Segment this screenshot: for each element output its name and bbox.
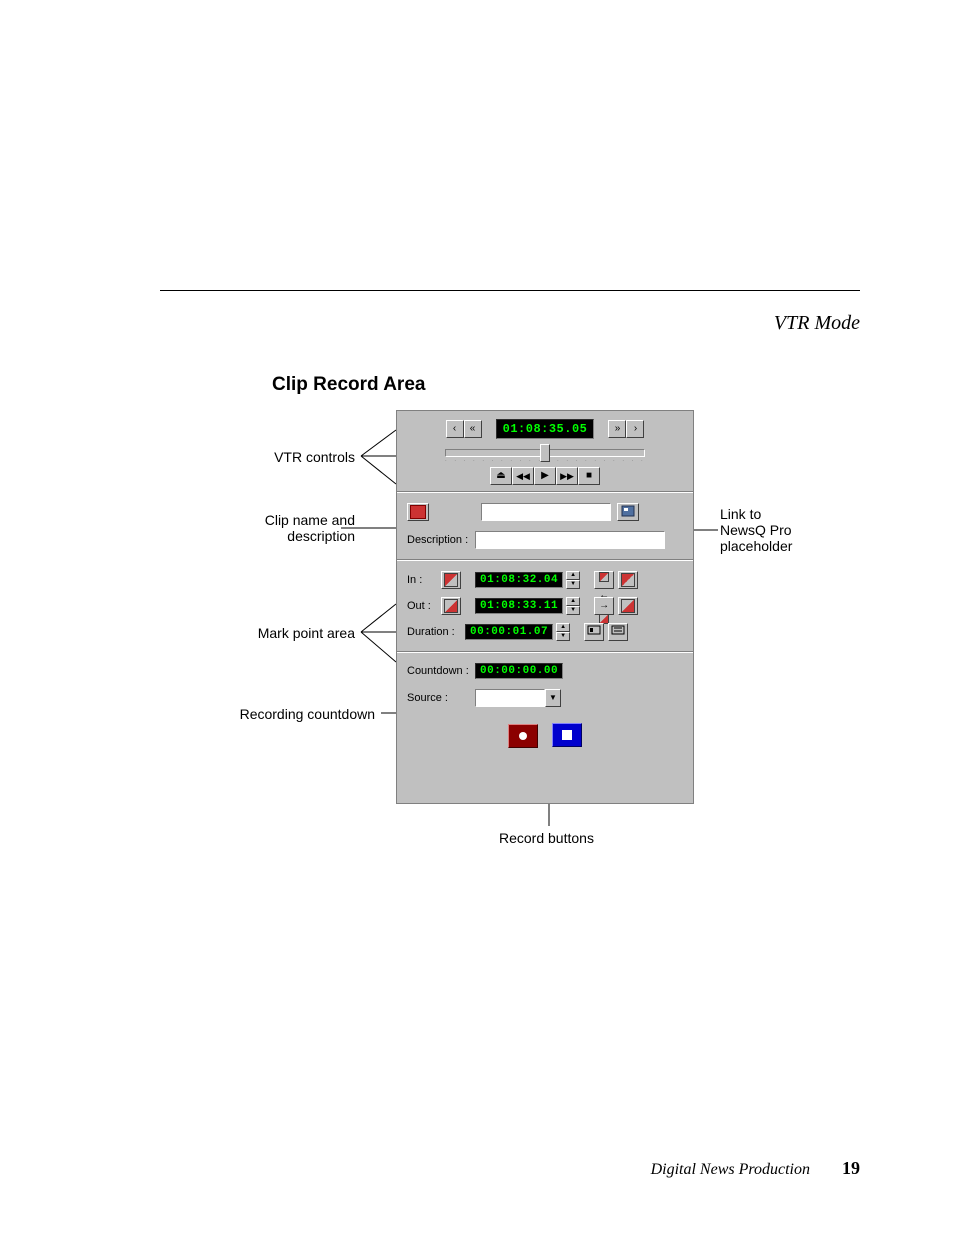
eject-button[interactable]: ⏏: [490, 467, 512, 485]
callout-rec-countdown: Recording countdown: [175, 706, 375, 722]
source-dropdown-arrow[interactable]: ▼: [545, 689, 561, 707]
mark-in-icon: [444, 573, 458, 587]
mark-out-icon: [444, 599, 458, 613]
mark-in-button[interactable]: [441, 571, 461, 589]
out-spinner[interactable]: ▲▼: [566, 597, 580, 615]
goto-in-icon: [599, 572, 609, 582]
aux1-icon: [587, 624, 601, 636]
description-label: Description :: [407, 534, 469, 546]
callout-mark-point: Mark point area: [195, 625, 355, 641]
link-icon: [620, 504, 636, 518]
clear-out-button[interactable]: [618, 597, 638, 615]
nav-next-button[interactable]: ›: [626, 420, 644, 438]
goto-out-button[interactable]: →: [594, 597, 614, 615]
page-header-mode: VTR Mode: [774, 312, 860, 335]
shuttle-slider[interactable]: [445, 449, 645, 457]
clip-icon: [410, 505, 426, 519]
clear-in-button[interactable]: [618, 571, 638, 589]
shuttle-thumb[interactable]: [540, 444, 550, 462]
duration-spinner[interactable]: ▲▼: [556, 623, 570, 641]
countdown-label: Countdown :: [407, 665, 471, 677]
fastfwd-button[interactable]: ▶▶: [556, 467, 578, 485]
callout-record-buttons: Record buttons: [499, 830, 594, 846]
nav-fwd-button[interactable]: »: [608, 420, 626, 438]
page-footer: Digital News Production 19: [651, 1158, 860, 1179]
in-timecode: 01:08:32.04: [475, 572, 563, 588]
clip-name-input[interactable]: [481, 503, 611, 521]
in-spinner[interactable]: ▲▼: [566, 571, 580, 589]
callout-link-newsq: Link to NewsQ Pro placeholder: [720, 506, 860, 554]
clip-record-panel: ‹« 01:08:35.05 »› . . . . . . . . . . . …: [396, 410, 694, 804]
duration-aux2-button[interactable]: [608, 623, 628, 641]
out-label: Out :: [407, 600, 437, 612]
source-dropdown[interactable]: ▼: [475, 689, 561, 707]
in-label: In :: [407, 574, 437, 586]
mark-out-button[interactable]: [441, 597, 461, 615]
goto-in-button[interactable]: ←: [594, 571, 614, 589]
source-value: [475, 689, 545, 707]
countdown-timecode: 00:00:00.00: [475, 663, 563, 679]
description-input[interactable]: [475, 531, 665, 549]
out-timecode: 01:08:33.11: [475, 598, 563, 614]
clear-out-icon: [621, 599, 635, 613]
section-title: Clip Record Area: [272, 374, 425, 396]
stop-button[interactable]: ■: [578, 467, 600, 485]
duration-label: Duration :: [407, 626, 461, 638]
link-newsq-button[interactable]: [617, 503, 639, 521]
footer-book: Digital News Production: [651, 1161, 810, 1178]
play-button[interactable]: ▶: [534, 467, 556, 485]
record-stop-button[interactable]: [552, 723, 582, 747]
clear-in-icon: [621, 573, 635, 587]
nav-rew-button[interactable]: «: [464, 420, 482, 438]
record-stop-icon: [562, 730, 572, 740]
footer-page: 19: [842, 1158, 860, 1178]
record-icon: [519, 732, 527, 740]
source-label: Source :: [407, 692, 471, 704]
record-button[interactable]: [508, 724, 538, 748]
rewind-button[interactable]: ◀◀: [512, 467, 534, 485]
duration-aux1-button[interactable]: [584, 623, 604, 641]
duration-timecode: 00:00:01.07: [465, 624, 553, 640]
callout-vtr-controls: VTR controls: [215, 449, 355, 465]
aux2-icon: [611, 624, 625, 636]
clip-icon-button[interactable]: [407, 503, 429, 521]
nav-prev-button[interactable]: ‹: [446, 420, 464, 438]
vtr-timecode: 01:08:35.05: [496, 419, 595, 439]
callout-clip-name: Clip name and description: [195, 512, 355, 544]
header-rule: [160, 290, 860, 291]
